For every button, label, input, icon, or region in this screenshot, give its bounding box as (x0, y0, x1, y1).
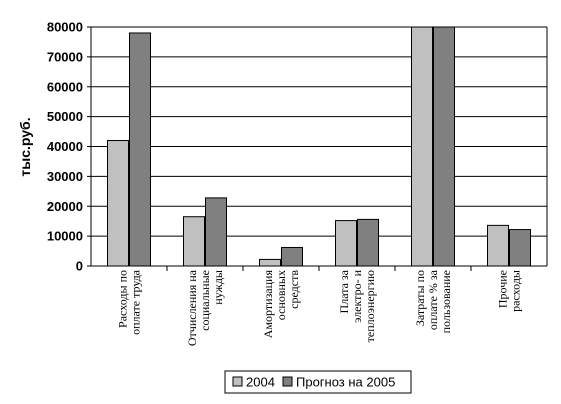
y-tick-label: 50000 (47, 109, 83, 124)
category-label: оплате % за (426, 269, 440, 330)
y-tick-label: 30000 (47, 169, 83, 184)
bar-2004-0 (107, 140, 129, 267)
category-label: Амортизация (261, 270, 275, 339)
legend-swatch (282, 376, 293, 387)
category-label: электро- и (350, 269, 364, 322)
legend-swatch (232, 376, 243, 387)
bar-forecast-2005-5 (509, 229, 531, 267)
category-label: теплоэнергию (363, 270, 377, 342)
legend-label: Прогноз на 2005 (296, 375, 395, 390)
category-label: расходы (509, 270, 523, 312)
legend-box (224, 370, 412, 394)
bar-2004-4 (411, 26, 433, 267)
y-tick-label: 0 (76, 259, 83, 274)
category-label: нужды (211, 270, 225, 305)
bar-forecast-2005-3 (357, 218, 379, 267)
y-tick-label: 40000 (47, 139, 83, 154)
bar-2004-5 (487, 224, 509, 267)
y-tick-label: 70000 (47, 49, 83, 64)
y-axis-label: тыс.руб. (17, 117, 33, 176)
category-label: Расходы по (116, 270, 130, 328)
bar-2004-1 (183, 216, 205, 267)
y-tick-label: 10000 (47, 229, 83, 244)
category-label: пользование (439, 270, 453, 333)
legend-label: 2004 (246, 375, 275, 390)
bar-2004-2 (259, 258, 281, 267)
category-label: Прочие (496, 270, 510, 308)
category-label: основных (274, 270, 288, 320)
legend: 2004 Прогноз на 2005 (224, 370, 412, 394)
y-tick-label: 80000 (47, 20, 83, 35)
category-label: оплате труда (129, 269, 143, 335)
bar-forecast-2005-4 (433, 26, 455, 267)
y-tick-label: 60000 (47, 79, 83, 94)
category-label: Плата за (337, 269, 351, 313)
category-label: Затраты по (413, 270, 427, 326)
bar-forecast-2005-2 (281, 246, 303, 267)
y-tick-label: 20000 (47, 199, 83, 214)
bar-forecast-2005-0 (129, 32, 151, 267)
bar-forecast-2005-1 (205, 197, 227, 267)
bar-2004-3 (335, 220, 357, 267)
plot-area: 0 10000 20000 30000 40000 50000 60000 70000 8000… (47, 20, 548, 346)
category-label: средств (287, 270, 301, 309)
category-label: Отчисления на (185, 269, 199, 346)
category-label: социальные (198, 270, 212, 331)
